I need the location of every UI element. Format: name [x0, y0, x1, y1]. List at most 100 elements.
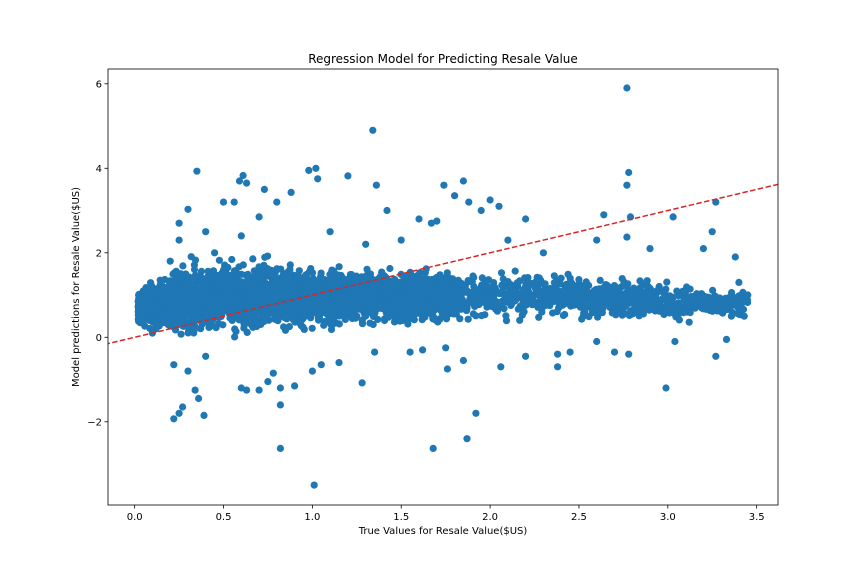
data-point [196, 304, 204, 312]
data-point [215, 256, 223, 264]
data-point [252, 309, 260, 317]
data-point [263, 297, 271, 305]
data-point [231, 333, 239, 341]
data-point [197, 267, 206, 275]
data-point [628, 310, 637, 318]
data-point [502, 317, 511, 325]
data-point [472, 312, 480, 320]
plot-frame [107, 68, 779, 506]
data-point [161, 275, 169, 284]
data-point [498, 281, 506, 289]
data-point [709, 286, 717, 294]
data-point [285, 323, 293, 331]
data-point [620, 310, 628, 318]
data-point [150, 301, 159, 310]
data-point [205, 323, 213, 331]
data-point [406, 281, 414, 289]
data-point [166, 277, 174, 285]
data-point [492, 305, 500, 313]
data-point [210, 287, 218, 295]
y-axis-label: Model predictions for Resale Value($US) [71, 187, 82, 387]
data-point [524, 274, 532, 282]
data-point [255, 386, 263, 394]
data-point [273, 198, 281, 206]
data-point [302, 285, 310, 293]
y-tick-label: 6 [96, 79, 102, 90]
data-point [195, 394, 203, 403]
y-tick-label: 4 [96, 164, 102, 175]
data-point [139, 318, 147, 326]
data-point [418, 282, 426, 290]
data-point [190, 265, 199, 274]
data-point [166, 287, 174, 296]
data-point [636, 277, 644, 285]
data-point [513, 291, 521, 300]
data-point [159, 287, 167, 295]
data-point [175, 236, 183, 244]
data-point [135, 291, 143, 299]
data-point [421, 300, 429, 308]
data-point [623, 233, 631, 241]
data-point [264, 378, 272, 386]
data-point [255, 287, 263, 295]
data-point [245, 306, 253, 315]
data-point [235, 177, 244, 185]
data-point [469, 272, 477, 280]
data-point [521, 302, 529, 310]
data-point [249, 255, 257, 263]
data-point [383, 206, 391, 215]
data-point [429, 444, 437, 452]
data-point [427, 219, 435, 227]
data-point [387, 307, 395, 315]
data-point [459, 356, 467, 365]
data-point [230, 198, 238, 206]
data-point [484, 283, 492, 291]
data-point [506, 281, 514, 289]
data-point [501, 292, 509, 300]
data-point [394, 280, 403, 288]
data-point [451, 192, 459, 200]
data-point [308, 269, 317, 277]
data-point [459, 298, 467, 306]
data-point [287, 308, 295, 317]
data-point [451, 290, 460, 298]
data-point [310, 481, 318, 489]
data-point [435, 287, 444, 295]
data-point [357, 294, 366, 302]
data-point [465, 198, 473, 206]
data-point [383, 299, 392, 307]
data-point [618, 275, 626, 283]
data-point [312, 164, 320, 172]
data-point [335, 359, 343, 367]
data-point [174, 290, 182, 298]
data-point [171, 284, 179, 292]
data-point [399, 312, 408, 320]
reference-line [108, 183, 778, 345]
data-point [625, 350, 633, 358]
data-point [159, 297, 167, 305]
data-point [506, 297, 514, 305]
data-point [237, 270, 246, 278]
data-point [324, 304, 332, 312]
data-point [362, 240, 370, 248]
data-point [276, 444, 284, 452]
data-point [287, 188, 295, 196]
data-point [459, 177, 467, 185]
data-point [217, 304, 225, 313]
data-point [689, 295, 697, 303]
data-point [526, 279, 534, 287]
data-point [228, 255, 236, 264]
data-point [513, 279, 521, 287]
data-point [623, 84, 631, 92]
data-point [536, 297, 544, 305]
data-point [395, 297, 403, 305]
data-point [535, 313, 543, 321]
data-point [538, 308, 546, 316]
data-point [179, 403, 187, 411]
x-tick-label: 0.0 [127, 512, 143, 523]
data-point [170, 361, 178, 369]
data-point [200, 411, 208, 419]
data-point [522, 352, 530, 360]
data-point [415, 215, 423, 223]
